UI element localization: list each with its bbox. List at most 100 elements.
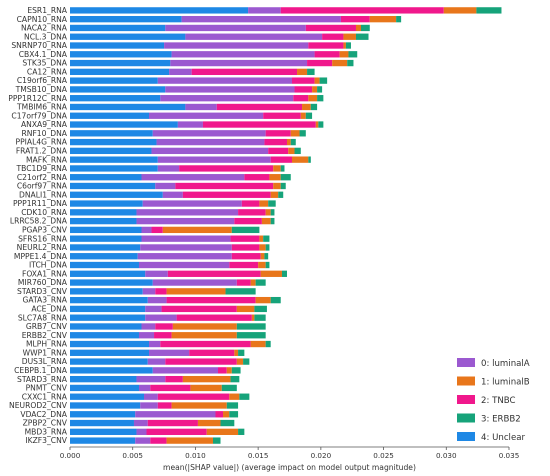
- bar-c17orf79-dna-0-luminala: [149, 112, 264, 119]
- bar-c21orf2-rna-2-tnbc: [244, 174, 270, 181]
- bar-tmsb10-dna-0-luminala: [165, 86, 295, 93]
- feature-label-c17orf79-dna: C17orf79_DNA: [11, 111, 67, 120]
- bar-cdk10-rna-4-unclear: [70, 209, 137, 216]
- bar-ppp1r11-dna-3-erbb2: [268, 200, 276, 207]
- bar-ncl-3-dna-4-unclear: [70, 33, 186, 40]
- bar-ppial4g-rna-2-tnbc: [264, 138, 287, 146]
- bar-zpbp2-cnv-4-unclear: [70, 419, 134, 427]
- bar-cebpb-1-dna-0-luminala: [152, 367, 219, 374]
- bar-wwp1-rna-0-luminala: [149, 349, 190, 356]
- bar-mlph-rna-4-unclear: [70, 340, 150, 348]
- bar-c21orf2-rna-0-luminala: [141, 174, 245, 181]
- bar-stk35-dna-0-luminala: [170, 59, 308, 67]
- bar-tmbim6-rna-1-luminalb: [302, 103, 311, 111]
- bar-neurl2-rna-4-unclear: [70, 244, 141, 251]
- bar-cdk10-rna-2-tnbc: [238, 209, 266, 216]
- feature-label-mbd3-rna: MBD3_RNA: [25, 427, 68, 436]
- bar-naca2-rna-1-luminalb: [355, 24, 361, 32]
- bar-cdk10-rna-3-erbb2: [270, 209, 275, 216]
- bar-snrnp70-rna-4-unclear: [70, 42, 165, 49]
- feature-label-gata3-rna: GATA3_RNA: [22, 296, 67, 305]
- bar-ncl-3-dna-3-erbb2: [355, 33, 369, 40]
- feature-label-foxa1-rna: FOXA1_RNA: [22, 269, 68, 278]
- bar-erbb2-cnv-4-unclear: [70, 332, 139, 339]
- bar-neurl2-rna-2-tnbc: [231, 244, 260, 251]
- legend-swatch-3-erbb2: [457, 413, 475, 423]
- bar-c21orf2-rna-3-erbb2: [280, 174, 291, 181]
- bar-gata3-rna-0-luminala: [147, 296, 167, 304]
- bar-mir760-dna-4-unclear: [70, 279, 153, 286]
- feature-label-frat1-2-dna: FRAT1.2_DNA: [16, 146, 68, 155]
- bar-cebpb-1-dna-3-erbb2: [231, 367, 241, 374]
- feature-label-erbb2-cnv: ERBB2_CNV: [22, 331, 68, 340]
- bar-esr1-rna-1-luminalb: [443, 7, 477, 14]
- feature-label-sfrs16-rna: SFRS16_RNA: [18, 234, 68, 243]
- bar-stard3-cnv-1-luminalb: [166, 288, 226, 295]
- bar-ppial4g-rna-0-luminala: [156, 138, 265, 146]
- feature-label-cxxc1-rna: CXXC1_RNA: [22, 392, 68, 401]
- bar-ikzf3-cnv-3-erbb2: [212, 437, 221, 444]
- bar-naca2-rna-4-unclear: [70, 24, 166, 32]
- feature-label-itch-dna: ITCH_DNA: [29, 261, 68, 270]
- feature-label-c6orf97-rna: C6orf97_RNA: [17, 182, 68, 191]
- legend-label-2-tnbc: 2: TNBC: [481, 396, 516, 406]
- bar-stard3-rna-3-erbb2: [230, 375, 240, 383]
- bar-ppp1r12c-rna-0-luminala: [160, 95, 294, 102]
- feature-label-naca2-rna: NACA2_RNA: [21, 24, 68, 33]
- feature-label-cbx4-1-dna: CBX4.1_DNA: [19, 50, 68, 59]
- bar-wwp1-rna-4-unclear: [70, 349, 150, 356]
- bar-c17orf79-dna-3-erbb2: [305, 112, 313, 119]
- feature-label-capn10-rna: CAPN10_RNA: [17, 15, 68, 24]
- feature-label-cebpb-1-dna: CEBPB.1_DNA: [14, 366, 68, 375]
- bar-pnmt-cnv-0-luminala: [138, 384, 151, 392]
- bar-erbb2-cnv-2-tnbc: [154, 332, 172, 339]
- bar-ikzf3-cnv-2-tnbc: [150, 437, 167, 444]
- bar-esr1-rna-4-unclear: [70, 7, 249, 14]
- bar-foxa1-rna-0-luminala: [145, 270, 168, 277]
- feature-label-anxa9-rna: ANXA9_RNA: [21, 120, 68, 129]
- feature-label-neurl2-rna: NEURL2_RNA: [17, 243, 68, 252]
- bar-ca12-rna-2-tnbc: [191, 68, 298, 76]
- bar-cebpb-1-dna-1-luminalb: [226, 367, 232, 374]
- legend-label-4-unclear: 4: Unclear: [481, 433, 525, 443]
- bar-slc7a8-rna-0-luminala: [145, 314, 177, 321]
- bar-anxa9-rna-1-luminalb: [315, 121, 319, 128]
- bar-c17orf79-dna-4-unclear: [70, 112, 150, 119]
- bar-anxa9-rna-3-erbb2: [318, 121, 324, 128]
- x-axis-title: mean(|SHAP value|) (average impact on mo…: [163, 463, 416, 472]
- bar-grb7-cnv-3-erbb2: [236, 323, 266, 330]
- x-tick-label-6: 0.030: [436, 451, 457, 460]
- bar-pgap3-cnv-3-erbb2: [231, 226, 260, 234]
- bar-cxxc1-rna-0-luminala: [144, 393, 158, 400]
- bar-c6orf97-rna-2-tnbc: [175, 182, 274, 190]
- bar-c6orf97-rna-1-luminalb: [273, 182, 281, 190]
- feature-label-wwp1-rna: WWP1_RNA: [23, 348, 68, 357]
- bar-snrnp70-rna-1-luminalb: [343, 42, 346, 49]
- feature-labels: ESR1_RNACAPN10_RNANACA2_RNANCL.3_DNASNRN…: [8, 6, 68, 445]
- bar-zpbp2-cnv-3-erbb2: [220, 419, 235, 427]
- feature-label-grb7-cnv: GRB7_CNV: [26, 322, 68, 331]
- bar-mafk-rna-1-luminalb: [292, 156, 309, 163]
- bar-sfrs16-rna-1-luminalb: [259, 235, 264, 242]
- bar-vdac2-dna-1-luminalb: [223, 411, 230, 418]
- bar-slc7a8-rna-4-unclear: [70, 314, 146, 321]
- bar-ace-dna-4-unclear: [70, 305, 146, 313]
- feature-label-stard3-rna: STARD3_RNA: [17, 375, 68, 384]
- bar-stk35-dna-4-unclear: [70, 59, 171, 67]
- bar-cbx4-1-dna-3-erbb2: [348, 51, 358, 58]
- bar-naca2-rna-2-tnbc: [305, 24, 356, 32]
- bar-ppp1r11-dna-1-luminalb: [259, 200, 269, 207]
- bar-foxa1-rna-1-luminalb: [260, 270, 282, 277]
- bar-wwp1-rna-2-tnbc: [189, 349, 235, 356]
- bar-dus3l-rna-4-unclear: [70, 358, 148, 365]
- bar-ppp1r12c-rna-1-luminalb: [308, 95, 318, 102]
- bar-ace-dna-3-erbb2: [254, 305, 267, 313]
- feature-label-c19orf6-rna: C19orf6_RNA: [17, 76, 68, 85]
- bar-gata3-rna-4-unclear: [70, 296, 148, 304]
- bar-grb7-cnv-1-luminalb: [172, 323, 237, 330]
- legend-label-3-erbb2: 3: ERBB2: [481, 415, 521, 425]
- bar-anxa9-rna-0-luminala: [177, 121, 203, 128]
- bar-rnf10-dna-3-erbb2: [299, 130, 306, 137]
- bar-pgap3-cnv-2-tnbc: [151, 226, 163, 234]
- x-tick-label-2: 0.010: [185, 451, 206, 460]
